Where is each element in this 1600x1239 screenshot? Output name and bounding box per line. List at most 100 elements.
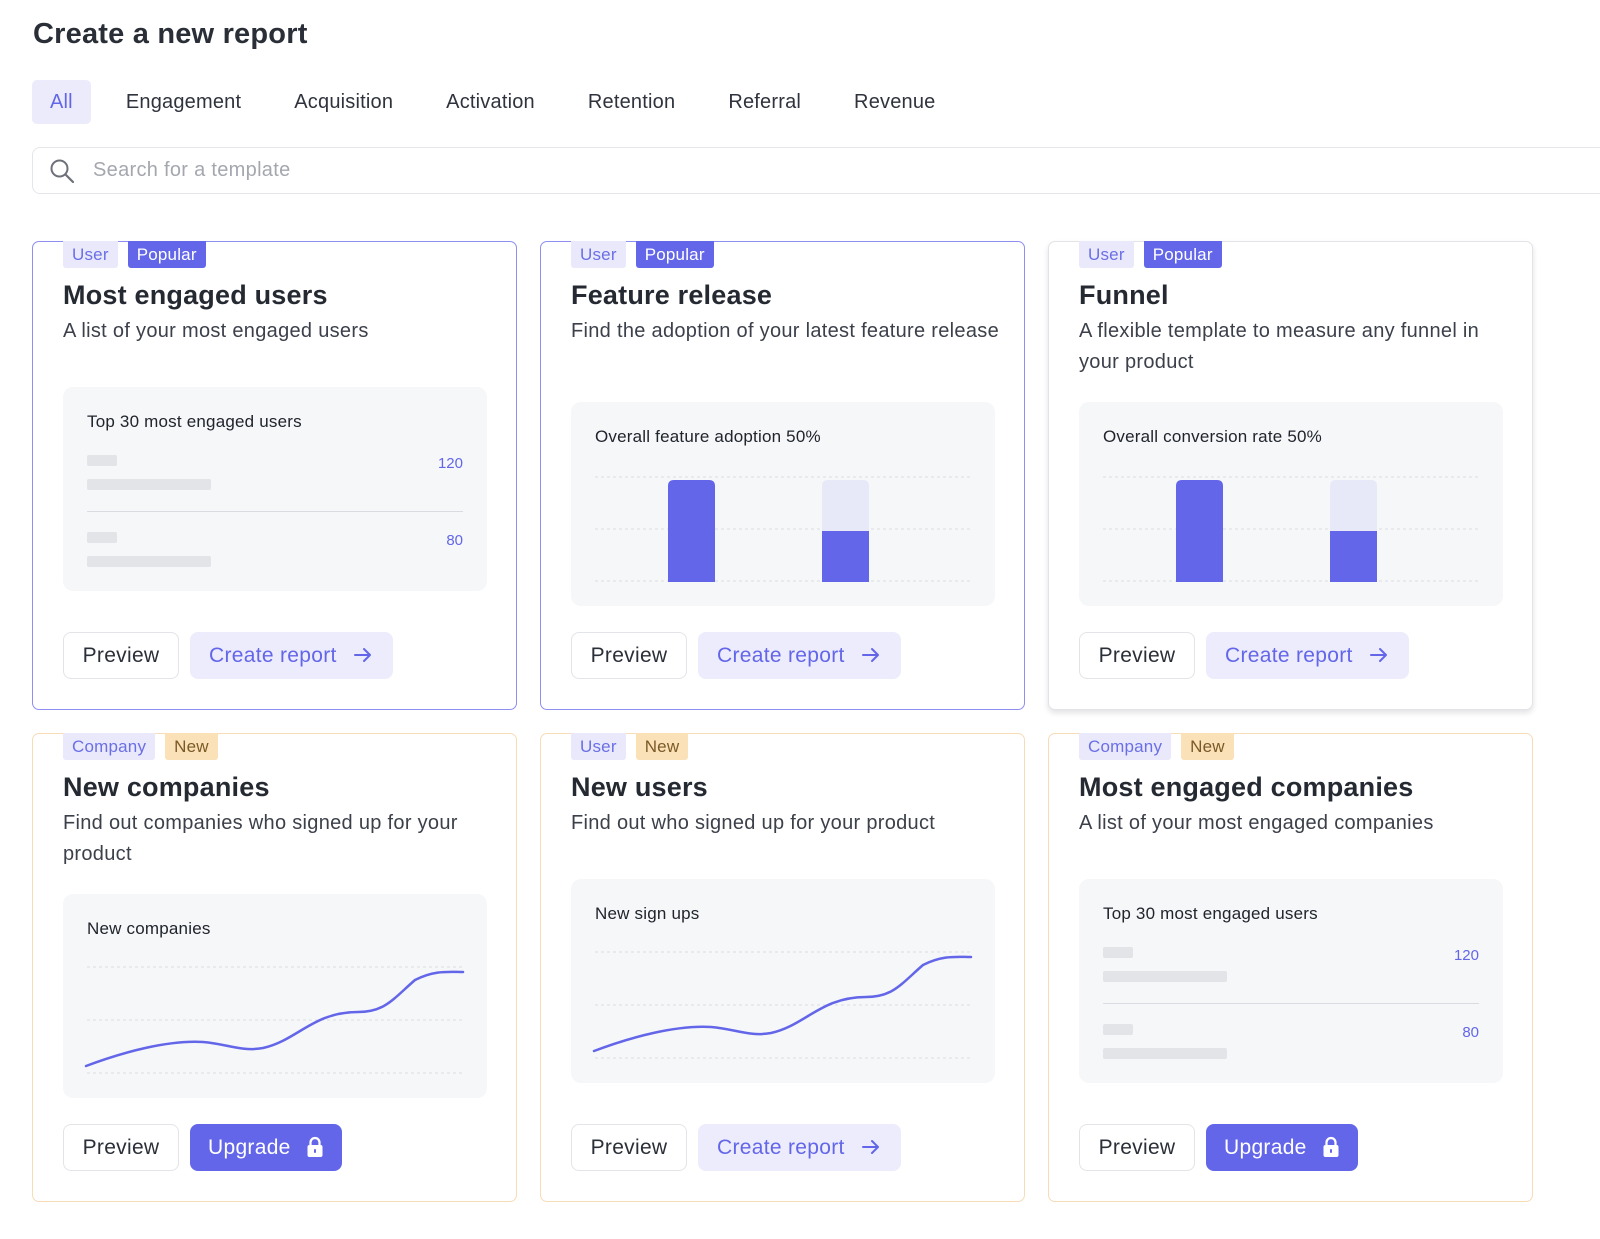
template-card-most-engaged-users[interactable]: User Popular Most engaged users A list of y… xyxy=(32,241,517,710)
card-actions: Preview Create report xyxy=(571,632,991,679)
card-title: Most engaged users xyxy=(63,280,328,310)
list-divider xyxy=(87,511,463,512)
series-line xyxy=(84,970,465,1068)
card-actions: Preview Create report xyxy=(571,1124,991,1171)
card-preview-list: Top 30 most engaged users 120 80 xyxy=(1079,879,1503,1083)
card-preview-list: Top 30 most engaged users 120 80 xyxy=(63,387,487,591)
card-preview-bars: Overall feature adoption 50% xyxy=(571,402,995,606)
card-actions: Preview Create report xyxy=(63,632,483,679)
template-card-feature-release[interactable]: User Popular Feature release Find the adopt… xyxy=(540,241,1025,710)
preview-button-label: Preview xyxy=(82,1135,160,1159)
arrow-right-icon xyxy=(862,648,879,662)
series-line xyxy=(592,955,973,1053)
card-title: New users xyxy=(571,772,708,802)
bar-chart xyxy=(1103,476,1479,582)
preview-label: New companies xyxy=(87,919,211,938)
placeholder-bar xyxy=(1103,971,1227,982)
placeholder-bar xyxy=(1103,1024,1133,1035)
upgrade-button[interactable]: Upgrade xyxy=(1206,1124,1358,1171)
placeholder-bar xyxy=(1103,1048,1227,1059)
card-preview-bars: Overall conversion rate 50% xyxy=(1079,402,1503,606)
card-tags: User New xyxy=(571,733,698,760)
list-divider xyxy=(1103,1003,1479,1004)
preview-button[interactable]: Preview xyxy=(63,632,179,679)
card-description: A flexible template to measure any funne… xyxy=(1079,320,1480,373)
card-tags: Company New xyxy=(1079,733,1244,760)
popular-tag: Popular xyxy=(127,241,206,268)
create-report-label: Create report xyxy=(209,643,337,667)
tab-revenue[interactable]: Revenue xyxy=(854,90,936,113)
preview-label: New sign ups xyxy=(595,904,700,923)
upgrade-button[interactable]: Upgrade xyxy=(190,1124,342,1171)
new-tag: New xyxy=(635,733,689,760)
card-actions: Preview Upgrade xyxy=(63,1124,483,1171)
placeholder-bar xyxy=(87,556,211,567)
list-item-value: 120 xyxy=(437,455,463,472)
create-report-button[interactable]: Create report xyxy=(698,632,901,679)
preview-button-label: Preview xyxy=(590,643,668,667)
line-chart xyxy=(84,966,465,1074)
create-report-label: Create report xyxy=(1225,643,1353,667)
preview-label: Top 30 most engaged users xyxy=(1103,904,1318,923)
create-report-button[interactable]: Create report xyxy=(190,632,393,679)
search-icon xyxy=(50,159,75,184)
category-tabs: All Engagement Acquisition Activation Re… xyxy=(32,80,971,124)
list-item-value: 80 xyxy=(1462,1024,1479,1041)
user-tag: User xyxy=(63,241,118,268)
tab-acquisition[interactable]: Acquisition xyxy=(294,90,394,113)
placeholder-bar xyxy=(87,455,117,466)
tab-engagement[interactable]: Engagement xyxy=(125,90,242,113)
card-description: A list of your most engaged companies xyxy=(1079,812,1434,834)
user-tag: User xyxy=(571,733,626,760)
template-card-new-companies[interactable]: Company New New companies Find out companie… xyxy=(32,733,517,1202)
card-description: Find out who signed up for your product xyxy=(571,812,936,834)
card-description: A list of your most engaged users xyxy=(63,320,369,342)
preview-button[interactable]: Preview xyxy=(571,632,687,679)
popular-tag: Popular xyxy=(1143,241,1222,268)
card-preview-line: New companies xyxy=(63,894,487,1098)
card-actions: Preview Create report xyxy=(1079,632,1499,679)
preview-label: Overall conversion rate 50% xyxy=(1103,427,1322,446)
card-tags: User Popular xyxy=(63,241,216,268)
tab-referral[interactable]: Referral xyxy=(728,90,802,113)
bar-chart xyxy=(595,476,971,582)
placeholder-bar xyxy=(87,479,211,490)
tab-activation[interactable]: Activation xyxy=(446,90,535,113)
arrow-right-icon xyxy=(1370,648,1387,662)
template-card-new-users[interactable]: User New New users Find out who signed up f… xyxy=(540,733,1025,1202)
preview-button-label: Preview xyxy=(1098,1135,1176,1159)
card-title: Funnel xyxy=(1079,280,1169,310)
preview-button-label: Preview xyxy=(590,1135,668,1159)
user-tag: User xyxy=(1079,241,1134,268)
search-input[interactable] xyxy=(93,148,993,193)
card-title: Feature release xyxy=(571,280,773,310)
preview-button[interactable]: Preview xyxy=(1079,632,1195,679)
card-tags: Company New xyxy=(63,733,228,760)
user-tag: User xyxy=(571,241,626,268)
template-card-funnel[interactable]: User Popular Funnel A flexible template to … xyxy=(1048,241,1533,710)
lock-icon xyxy=(1323,1136,1339,1157)
tab-all[interactable]: All xyxy=(32,80,91,124)
arrow-right-icon xyxy=(862,1140,879,1154)
preview-button[interactable]: Preview xyxy=(571,1124,687,1171)
create-report-button[interactable]: Create report xyxy=(1206,632,1409,679)
card-description: Find the adoption of your latest feature… xyxy=(571,320,999,342)
card-preview-line: New sign ups xyxy=(571,879,995,1083)
popular-tag: Popular xyxy=(635,241,714,268)
card-title: Most engaged companies xyxy=(1079,772,1414,802)
template-card-most-engaged-companies[interactable]: Company New Most engaged companies A list o… xyxy=(1048,733,1533,1202)
preview-label: Overall feature adoption 50% xyxy=(595,427,821,446)
search-bar xyxy=(32,147,1600,194)
tab-retention[interactable]: Retention xyxy=(587,90,676,113)
preview-label: Top 30 most engaged users xyxy=(87,412,302,431)
new-tag: New xyxy=(165,733,218,760)
create-report-label: Create report xyxy=(717,643,845,667)
bar xyxy=(822,531,869,582)
preview-button[interactable]: Preview xyxy=(63,1124,179,1171)
card-tags: User Popular xyxy=(571,241,724,268)
preview-button[interactable]: Preview xyxy=(1079,1124,1195,1171)
preview-button-label: Preview xyxy=(1098,643,1176,667)
placeholder-bar xyxy=(1103,947,1133,958)
create-report-button[interactable]: Create report xyxy=(698,1124,901,1171)
card-title: New companies xyxy=(63,772,270,802)
